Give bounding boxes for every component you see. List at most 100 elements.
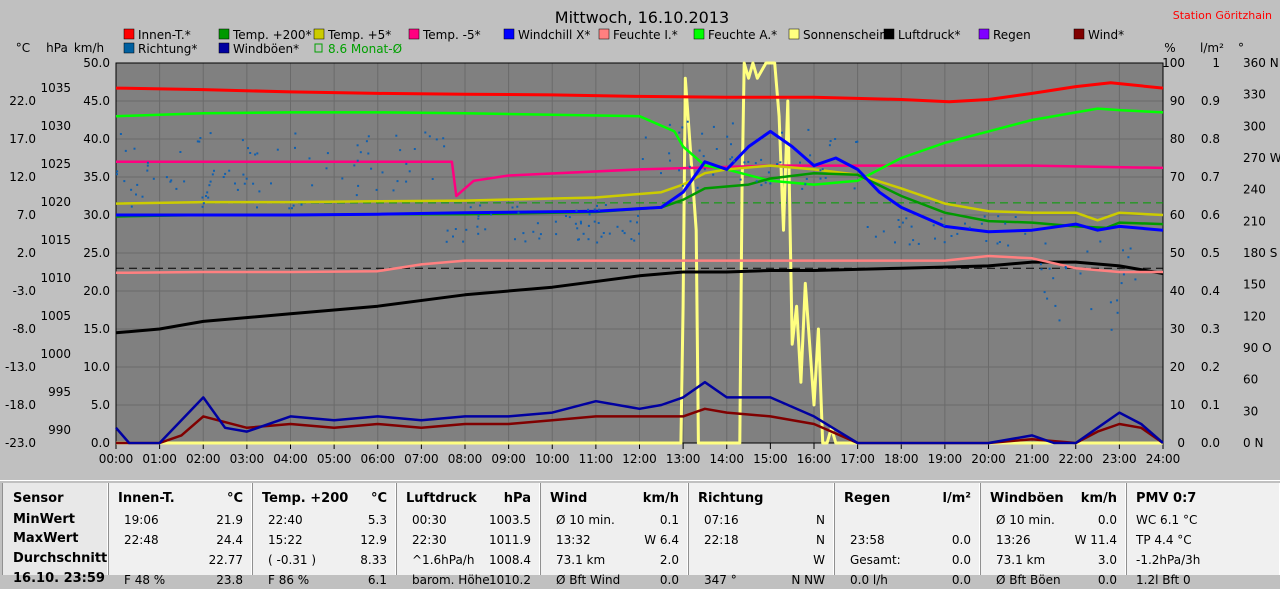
- direction-point: [940, 217, 943, 220]
- direction-point: [169, 180, 172, 183]
- direction-point: [576, 227, 579, 230]
- legend-swatch: [788, 28, 800, 40]
- stat-key: Ø Bft Wind: [556, 573, 621, 587]
- stats-richtung-column: Richtung 07:16 N 22:18 N W 347 ° N NW: [688, 483, 834, 587]
- stat-header: Wind km/h: [550, 491, 679, 506]
- x-tick-label: 01:00: [142, 452, 177, 466]
- direction-point: [446, 229, 449, 232]
- direction-point: [524, 240, 527, 243]
- stat-value: N: [816, 513, 825, 527]
- direction-point: [479, 204, 482, 207]
- stats-luftdruck-column: Luftdruck hPa 00:30 1003.5 22:30 1011.9 ^1.6hP…: [396, 483, 540, 587]
- stat-value: 5.3: [367, 513, 387, 527]
- stat-row: ( -0.31 ) 8.33: [262, 553, 387, 569]
- direction-tick-label: 90 O: [1243, 341, 1272, 355]
- direction-point: [668, 152, 671, 155]
- stat-value: W: [813, 553, 825, 567]
- direction-point: [829, 140, 832, 142]
- direction-point: [1090, 308, 1093, 311]
- x-tick-label: 21:00: [1015, 452, 1050, 466]
- direction-point: [367, 135, 370, 138]
- stats-temp-column: Temp. +200 °C 22:40 5.3 15:22 12.9 ( -0.31 ) 8.…: [252, 483, 396, 587]
- direction-point: [1046, 297, 1049, 300]
- direction-tick-label: 60: [1243, 373, 1258, 387]
- legend-label: Temp. +5*: [327, 28, 391, 42]
- direction-point: [1048, 267, 1051, 270]
- stat-value: 0.0: [659, 573, 679, 587]
- direction-point: [209, 180, 212, 183]
- direction-point: [252, 182, 255, 185]
- legend-swatch: [1073, 28, 1085, 40]
- direction-point: [308, 157, 311, 160]
- legend-swatch: [123, 42, 135, 54]
- series-line: [116, 160, 1164, 198]
- axis-unit-label: %: [1164, 41, 1175, 55]
- x-tick-label: 12:00: [622, 452, 657, 466]
- direction-point: [681, 184, 684, 187]
- direction-point: [578, 238, 580, 241]
- direction-tick-label: 360 N: [1243, 56, 1279, 70]
- stats-innen-column: Innen-T. °C 19:06 21.9 22:48 24.4 22.77 F 48 % 2…: [108, 483, 252, 587]
- stat-row: WC 6.1 °C: [1136, 513, 1271, 529]
- kmh-tick-label: 20.0: [83, 284, 110, 298]
- stat-row: 00:30 1003.5: [406, 513, 531, 529]
- direction-point: [668, 123, 671, 126]
- rain-tick-label: 0.5: [1201, 246, 1220, 260]
- kmh-tick-label: 50.0: [83, 56, 110, 70]
- celsius-tick-label: 22.0: [9, 94, 36, 108]
- direction-point: [256, 206, 258, 209]
- direction-point: [1039, 263, 1042, 266]
- stat-key: Ø 10 min.: [996, 513, 1055, 527]
- direction-point: [435, 138, 438, 141]
- direction-point: [621, 229, 624, 232]
- direction-point: [399, 149, 402, 152]
- hpa-tick-label: 1035: [40, 81, 71, 95]
- legend-swatch: [408, 28, 420, 40]
- stat-row: 73.1 km 3.0: [990, 553, 1117, 569]
- direction-point: [254, 153, 257, 156]
- stats-pmv-column: PMV 0:7 WC 6.1 °C TP 4.4 °C -1.2hPa/3h 1.2l …: [1126, 483, 1280, 587]
- direction-point: [587, 224, 590, 227]
- direction-point: [1127, 256, 1130, 259]
- stat-key: 15:22: [268, 533, 303, 547]
- direction-point: [206, 191, 209, 194]
- direction-tick-label: 0 N: [1243, 436, 1263, 450]
- celsius-tick-label: -18.0: [5, 398, 36, 412]
- rain-tick-label: 0.6: [1201, 208, 1220, 222]
- current-time-label: 16.10. 23:59: [13, 571, 105, 586]
- direction-point: [638, 232, 640, 235]
- direction-point: [755, 180, 758, 183]
- direction-point: [165, 176, 168, 179]
- direction-point: [1129, 247, 1132, 250]
- direction-point: [1099, 240, 1102, 243]
- direction-point: [294, 132, 297, 135]
- direction-point: [1086, 250, 1089, 253]
- direction-point: [678, 131, 681, 134]
- x-tick-label: 10:00: [535, 452, 570, 466]
- stat-row: barom. Höhe 1010.2: [406, 573, 531, 589]
- celsius-tick-label: -3.0: [13, 284, 36, 298]
- rain-tick-label: 1: [1212, 56, 1220, 70]
- direction-point: [355, 194, 358, 197]
- direction-point: [207, 196, 210, 199]
- celsius-tick-label: -23.0: [5, 436, 36, 450]
- direction-point: [452, 235, 454, 238]
- direction-point: [747, 160, 750, 163]
- x-tick-label: 02:00: [186, 452, 221, 466]
- direction-point: [804, 183, 807, 186]
- stat-value: 24.4: [216, 533, 243, 547]
- stat-key: ( -0.31 ): [268, 553, 317, 567]
- direction-point: [828, 144, 831, 147]
- direction-point: [365, 140, 368, 143]
- hpa-tick-label: 1015: [40, 233, 71, 247]
- axis-unit-label: hPa: [46, 41, 68, 55]
- direction-point: [901, 221, 904, 224]
- kmh-tick-label: 10.0: [83, 360, 110, 374]
- x-tick-label: 04:00: [273, 452, 308, 466]
- direction-point: [866, 226, 869, 228]
- axis-unit-label: km/h: [74, 41, 104, 55]
- rain-tick-label: 0.8: [1201, 132, 1220, 146]
- percent-tick-label: 100: [1162, 56, 1185, 70]
- legend-label: Sonnenschein*: [803, 28, 893, 42]
- stats-regen-column: Regen l/m² 23:58 0.0 Gesamt: 0.0 0.0 l/h 0.0: [834, 483, 980, 587]
